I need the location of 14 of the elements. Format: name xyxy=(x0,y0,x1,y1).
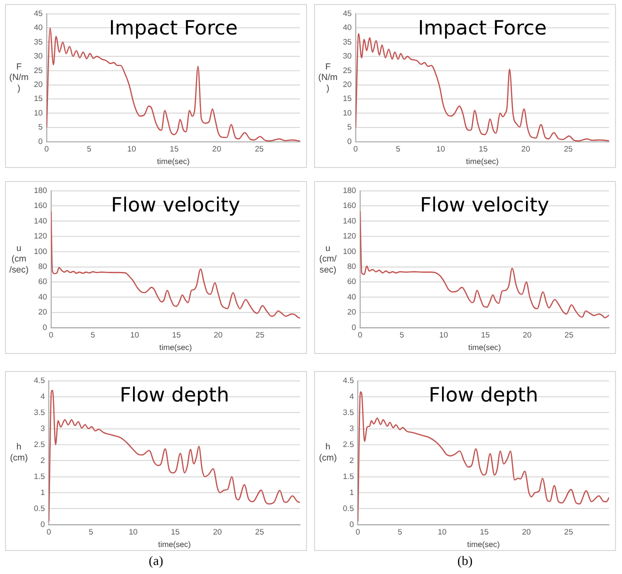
chart-title: Flow depth xyxy=(120,384,230,407)
text: (a) xyxy=(148,553,164,569)
y-axis-title: u (cm /sec) xyxy=(9,242,29,275)
text: (b) xyxy=(456,553,474,569)
chart-title: Impact Force xyxy=(108,16,238,40)
y-axis-title: h (cm) xyxy=(10,442,28,463)
chart-title: Flow velocity xyxy=(110,194,240,217)
chart-title: Flow velocity xyxy=(420,194,550,217)
y-axis-title: F (N/m) xyxy=(318,61,338,94)
y-axis-title: h (cm) xyxy=(318,442,337,463)
chart-title: Flow depth xyxy=(428,384,538,407)
y-axis-title: F (N/m) xyxy=(9,61,29,94)
chart-title: Impact Force xyxy=(418,16,547,40)
y-axis-title: u (cm/ sec) xyxy=(319,242,338,275)
